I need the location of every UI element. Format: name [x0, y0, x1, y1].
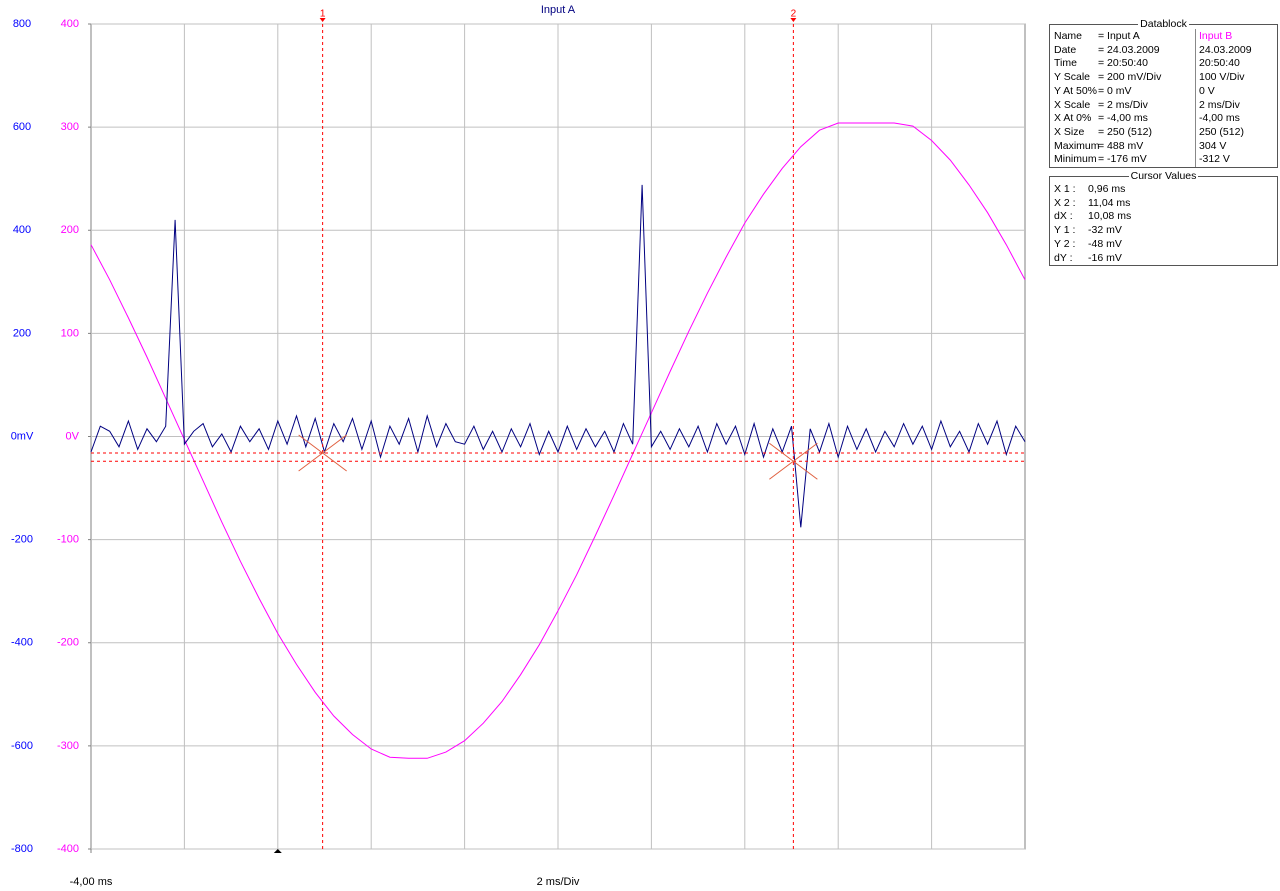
value-b: 304 V	[1199, 139, 1227, 152]
value-a: = 200 mV/Div	[1098, 71, 1162, 84]
row-value: 0,96 ms	[1088, 183, 1126, 195]
row-label: X Size	[1054, 125, 1085, 138]
value-a: = 24.03.2009	[1098, 43, 1160, 56]
y2-tick-label: -400	[57, 843, 79, 855]
y-tick-label: 600	[13, 121, 31, 133]
datablock-row: Time = 20:50:40 20:50:40	[1054, 57, 1273, 70]
y2-tick-label: 100	[61, 327, 79, 339]
value-b: -4,00 ms	[1199, 112, 1240, 125]
value-a: = Input A	[1098, 30, 1140, 42]
value-b: 0 V	[1199, 84, 1215, 97]
row-value: -48 mV	[1088, 237, 1122, 250]
value-a: = -4,00 ms	[1098, 112, 1148, 125]
row-label: Y 2 :	[1054, 237, 1076, 250]
row-label: Y Scale	[1054, 71, 1090, 84]
x-tick-label: -4,00 ms	[70, 876, 113, 888]
panel-title: Datablock	[1138, 18, 1189, 30]
datablock-row: X At 0% = -4,00 ms -4,00 ms	[1054, 112, 1273, 125]
cursor-cross	[298, 434, 347, 472]
cursor-row: X 2 : 11,04 ms	[1054, 197, 1273, 210]
datablock-row: Minimum = -176 mV -312 V	[1054, 153, 1273, 166]
value-a: = -176 mV	[1098, 153, 1147, 166]
x-axis-label: 2 ms/Div	[537, 876, 580, 888]
y-tick-label: -400	[11, 637, 33, 649]
value-b: 2 ms/Div	[1199, 98, 1240, 111]
cursor-arrow	[319, 18, 326, 22]
value-a: = 0 mV	[1098, 84, 1132, 97]
row-label: X Scale	[1054, 98, 1091, 111]
value-b: -312 V	[1199, 153, 1230, 166]
row-label: dX :	[1054, 210, 1073, 223]
row-value: 11,04 ms	[1088, 196, 1131, 209]
value-b: Input B	[1199, 30, 1233, 42]
cursor-row: dX : 10,08 ms	[1054, 210, 1273, 223]
datablock-row: Y At 50% = 0 mV 0 V	[1054, 85, 1273, 98]
y2-tick-label: -300	[57, 740, 79, 752]
value-b: 24.03.2009	[1199, 43, 1252, 56]
cursor-cross	[769, 442, 818, 480]
y2-tick-label: 0V	[66, 430, 80, 442]
datablock: Datablock Name = Input A Input B Date = 24.0…	[1049, 18, 1278, 168]
row-value: -32 mV	[1088, 224, 1122, 237]
chart: Input A 2 ms/Div 800 600 400 200 0mV -200 -400…	[11, 4, 1026, 888]
datablock-row: Name = Input A Input B	[1054, 30, 1273, 43]
cursor-row: dY : -16 mV	[1054, 252, 1273, 265]
row-label: Time	[1054, 57, 1077, 70]
datablock-row: X Size = 250 (512) 250 (512)	[1054, 126, 1273, 139]
chart-title: Input A	[541, 4, 576, 16]
y-tick-label: 400	[13, 224, 31, 236]
row-value: 10,08 ms	[1088, 210, 1132, 223]
y-tick-label: 200	[13, 327, 31, 339]
cursor-row: Y 2 : -48 mV	[1054, 238, 1273, 251]
datablock-row: Y Scale = 200 mV/Div 100 V/Div	[1054, 71, 1273, 84]
row-label: X 1 :	[1054, 183, 1076, 195]
trigger-marker	[273, 849, 282, 853]
datablock-row: X Scale = 2 ms/Div 2 ms/Div	[1054, 99, 1273, 112]
row-label: Date	[1054, 43, 1077, 56]
cursor-row: X 1 : 0,96 ms	[1054, 183, 1273, 196]
cursor-arrow	[790, 18, 797, 22]
row-label: Y At 50%	[1054, 84, 1098, 97]
series-line	[90, 122, 1026, 759]
value-a: = 2 ms/Div	[1098, 98, 1148, 111]
y-tick-label: 0mV	[11, 430, 34, 442]
cursor-label: 2	[791, 9, 797, 20]
row-label: Name	[1054, 30, 1083, 42]
row-value: -16 mV	[1088, 251, 1122, 264]
series-line	[90, 184, 1026, 528]
y2-tick-label: 200	[61, 224, 79, 236]
y-tick-label: -200	[11, 534, 33, 546]
y-tick-label: 800	[13, 18, 31, 30]
cursor-label: 1	[320, 9, 326, 20]
value-a: = 250 (512)	[1098, 125, 1152, 138]
value-b: 20:50:40	[1199, 57, 1240, 70]
row-label: X At 0%	[1054, 112, 1092, 125]
y2-tick-label: -100	[57, 534, 79, 546]
row-label: X 2 :	[1054, 196, 1076, 209]
value-a: = 488 mV	[1098, 139, 1144, 152]
y-tick-label: -800	[11, 843, 33, 855]
row-label: dY :	[1054, 251, 1073, 264]
y2-tick-label: -200	[57, 637, 79, 649]
cursor-row: Y 1 : -32 mV	[1054, 224, 1273, 237]
row-label: Y 1 :	[1054, 224, 1076, 237]
value-b: 250 (512)	[1199, 125, 1244, 138]
value-b: 100 V/Div	[1199, 71, 1245, 84]
cursor-values: Cursor Values X 1 :0,96 ms X 2 :11,04 ms d…	[1049, 170, 1278, 266]
datablock-row: Maximum = 488 mV 304 V	[1054, 140, 1273, 153]
y2-tick-label: 300	[61, 121, 79, 133]
value-a: = 20:50:40	[1098, 57, 1148, 70]
y2-tick-label: 400	[61, 18, 79, 30]
divider	[1195, 29, 1196, 167]
y-tick-label: -600	[11, 740, 33, 752]
row-label: Minimum	[1054, 153, 1097, 166]
row-label: Maximum	[1054, 139, 1100, 152]
datablock-row: Date = 24.03.2009 24.03.2009	[1054, 44, 1273, 57]
panel-title: Cursor Values	[1128, 170, 1199, 182]
